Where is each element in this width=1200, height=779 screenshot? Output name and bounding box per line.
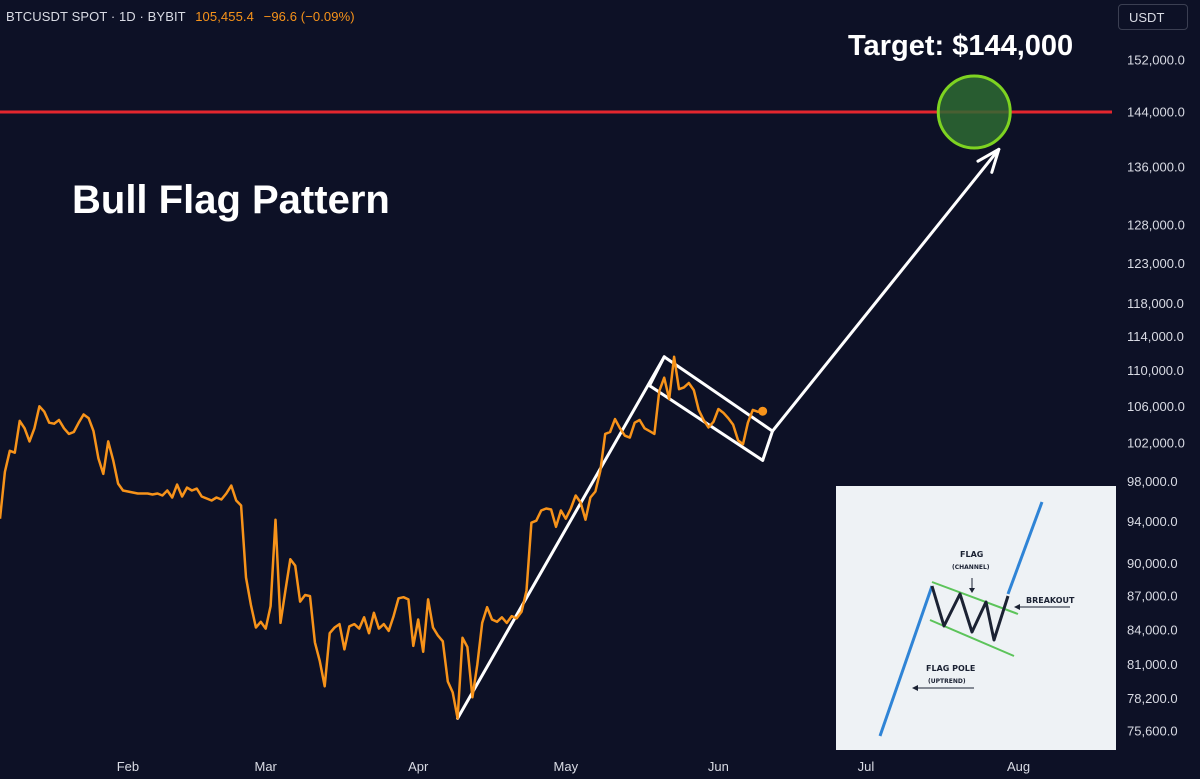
flag-pole-sublabel: (UPTREND) [928, 678, 966, 685]
flag-pole-line [878, 585, 934, 737]
y-tick-label: 114,000.0 [1127, 329, 1184, 344]
x-tick-label: Apr [408, 759, 429, 774]
y-tick-label: 118,000.0 [1127, 296, 1184, 311]
price-series-line [0, 355, 763, 720]
flag-arrow-head-icon [969, 588, 975, 593]
projection-arrow-head-icon [976, 147, 1001, 174]
bull-flag-diagram-graphic [878, 501, 1070, 737]
y-tick-label: 75,600.0 [1127, 724, 1178, 739]
y-axis: 152,000.0 144,000.0 136,000.0 128,000.0 123,… [1127, 53, 1185, 739]
x-tick-label: Jul [858, 759, 875, 774]
y-tick-label: 78,200.0 [1127, 691, 1178, 706]
y-tick-label: 98,000.0 [1127, 474, 1178, 489]
flag-pole-line [456, 355, 666, 720]
x-axis: Feb Mar Apr May Jun Jul Aug [117, 759, 1030, 774]
breakout-line [1006, 501, 1044, 595]
y-tick-label: 90,000.0 [1127, 556, 1178, 571]
y-tick-label: 123,000.0 [1127, 256, 1185, 271]
x-tick-label: May [554, 759, 579, 774]
flag-channel-right-edge [761, 429, 774, 462]
flag-channel-left-edge [647, 355, 666, 388]
bull-flag-diagram: FLAG (CHANNEL) BREAKOUT FLAG POLE (UPTRE… [836, 486, 1116, 750]
target-label: Target: $144,000 [848, 30, 1074, 62]
y-tick-label: 128,000.0 [1127, 218, 1185, 233]
symbol-header: BTCUSDT SPOT · 1D · BYBIT 105,455.4 −96.… [6, 9, 355, 24]
flag-pole-label: FLAG POLE [926, 664, 976, 673]
x-tick-label: Jun [708, 759, 729, 774]
breakout-arrow-head-icon [1014, 604, 1020, 610]
breakout-label: BREAKOUT [1026, 596, 1075, 605]
x-tick-label: Aug [1007, 759, 1030, 774]
y-tick-label: 84,000.0 [1127, 622, 1178, 637]
symbol-label: BTCUSDT SPOT · 1D · BYBIT [6, 9, 186, 24]
projection-arrow-line [770, 147, 1001, 433]
price-change: −96.6 (−0.09%) [263, 9, 355, 24]
currency-button[interactable]: USDT [1118, 4, 1188, 30]
y-tick-label: 136,000.0 [1127, 159, 1185, 174]
y-tick-label: 106,000.0 [1127, 399, 1185, 414]
y-tick-label: 81,000.0 [1127, 657, 1178, 672]
flag-channel-upper-line [662, 355, 774, 433]
y-tick-label: 87,000.0 [1127, 589, 1178, 604]
pattern-title: Bull Flag Pattern [72, 178, 390, 222]
y-tick-label: 102,000.0 [1127, 436, 1185, 451]
x-tick-label: Feb [117, 759, 139, 774]
x-tick-label: Mar [255, 759, 278, 774]
flag-zigzag-line [930, 585, 1010, 642]
target-circle [936, 74, 1012, 150]
last-price: 105,455.4 [195, 9, 254, 24]
y-tick-label: 144,000.0 [1127, 104, 1185, 119]
pole-arrow-head-icon [912, 685, 918, 691]
y-tick-label: 94,000.0 [1127, 514, 1178, 529]
last-price-marker [758, 406, 768, 416]
y-tick-label: 152,000.0 [1127, 53, 1185, 68]
y-tick-label: 110,000.0 [1127, 363, 1184, 378]
flag-label: FLAG [960, 550, 984, 559]
flag-sublabel: (CHANNEL) [952, 564, 990, 571]
